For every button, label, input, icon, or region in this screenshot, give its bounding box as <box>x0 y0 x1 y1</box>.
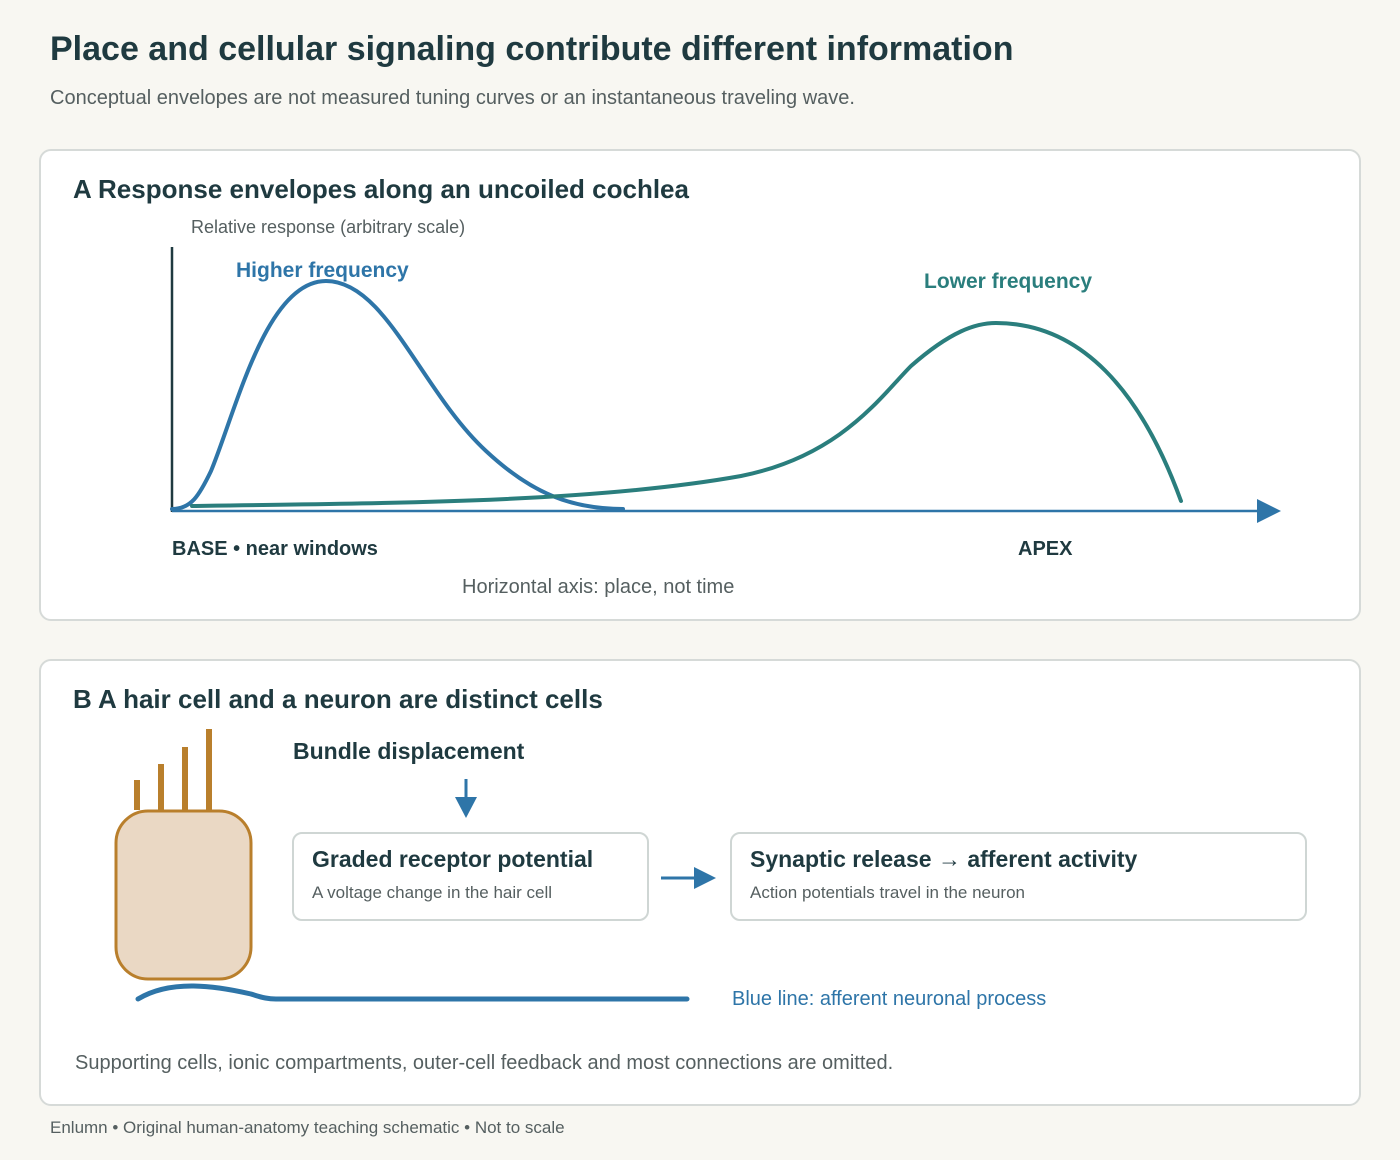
x-axis-label: Horizontal axis: place, not time <box>462 576 734 598</box>
base-label: BASE • near windows <box>172 538 378 560</box>
right-arrow-icon <box>694 867 716 889</box>
down-arrow-icon <box>455 797 477 818</box>
page-subtitle: Conceptual envelopes are not measured tu… <box>50 87 855 109</box>
lower-frequency-curve <box>190 320 1183 508</box>
hair-cell-body <box>114 809 253 981</box>
higher-frequency-label: Higher frequency <box>236 259 409 282</box>
higher-frequency-curve <box>170 278 625 511</box>
receptor-potential-subtitle: A voltage change in the hair cell <box>312 883 553 902</box>
bundle-displacement-label: Bundle displacement <box>293 738 525 764</box>
apex-label: APEX <box>1018 538 1073 560</box>
cell-schematic: Bundle displacement Blue line: afferent … <box>75 729 1046 1074</box>
panel-b-cells: B A hair cell and a neuron are distinct … <box>39 659 1361 1106</box>
panel-a-title: A Response envelopes along an uncoiled c… <box>73 174 689 204</box>
synaptic-release-title: Synaptic release → afferent activity <box>750 846 1138 872</box>
receptor-potential-box: Graded receptor potential A voltage chan… <box>292 832 649 921</box>
panel-a-response-envelopes: A Response envelopes along an uncoiled c… <box>39 149 1361 621</box>
footer-credit: Enlumn • Original human-anatomy teaching… <box>50 1118 565 1137</box>
afferent-neuron-process <box>135 983 690 1002</box>
hair-cell <box>114 729 253 981</box>
x-axis-arrowhead <box>1257 499 1281 523</box>
panel-b-title: B A hair cell and a neuron are distinct … <box>73 684 603 714</box>
omission-note: Supporting cells, ionic compartments, ou… <box>75 1052 893 1074</box>
lower-frequency-label: Lower frequency <box>924 270 1092 293</box>
synaptic-release-box: Synaptic release → afferent activity Act… <box>730 832 1307 921</box>
page-title: Place and cellular signaling contribute … <box>50 30 1014 68</box>
envelope-chart: Relative response (arbitrary scale) High… <box>170 217 1281 598</box>
y-axis-label: Relative response (arbitrary scale) <box>191 217 465 237</box>
receptor-potential-title: Graded receptor potential <box>312 846 594 872</box>
synaptic-release-subtitle: Action potentials travel in the neuron <box>750 883 1026 902</box>
neuron-label: Blue line: afferent neuronal process <box>732 988 1046 1010</box>
